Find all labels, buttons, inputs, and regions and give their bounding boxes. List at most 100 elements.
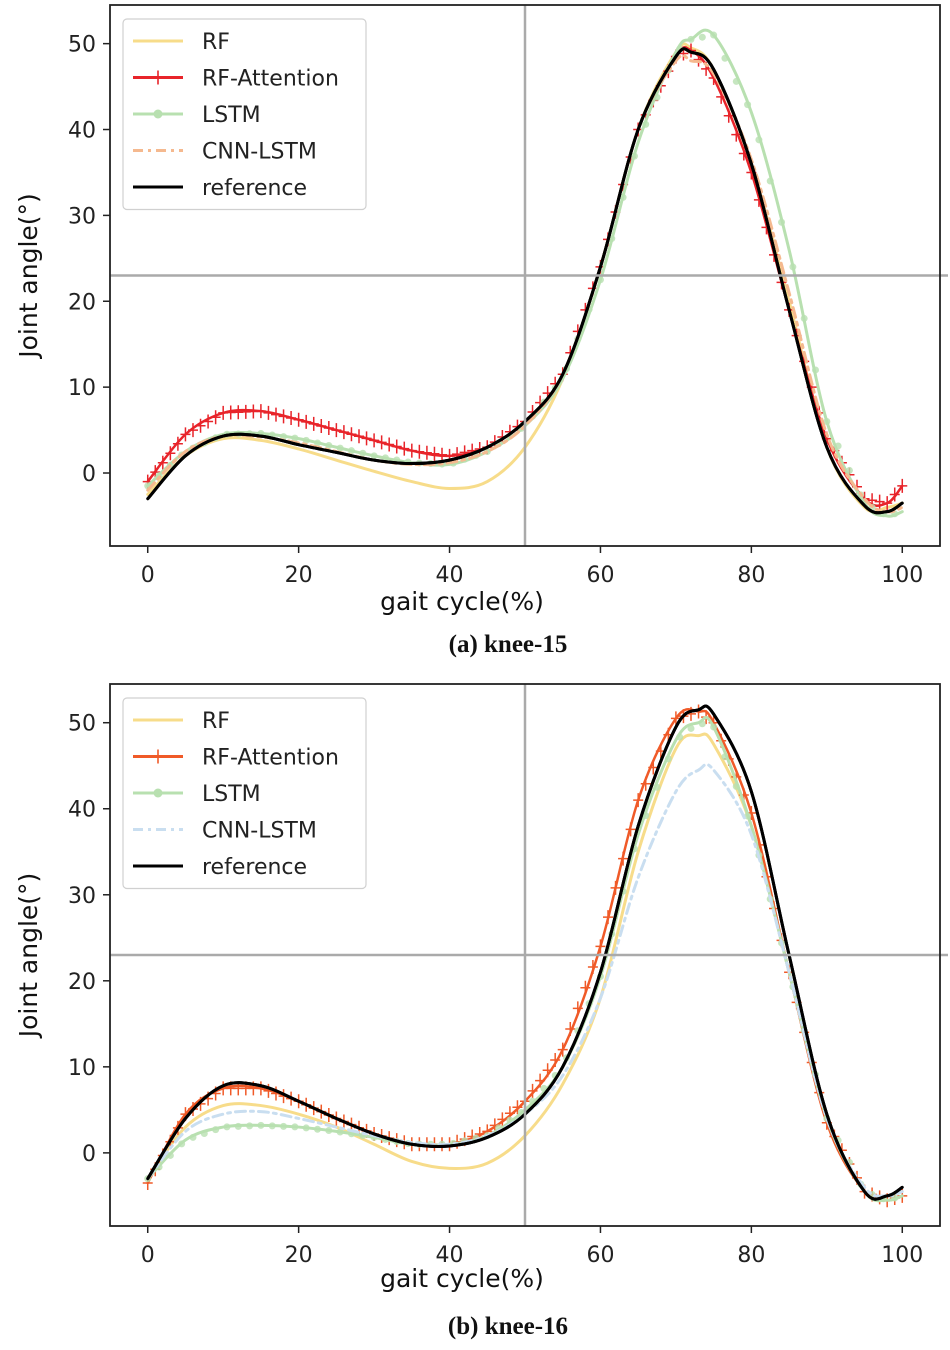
x-tick-label: 0 [141, 563, 155, 588]
marker-lstm [291, 434, 299, 442]
x-tick-label: 40 [436, 563, 464, 588]
legend-label-rf: RF [202, 709, 230, 734]
marker-rf-attention [203, 414, 214, 429]
legend-label-rf-attention: RF-Attention [202, 67, 339, 92]
marker-rf-attention [384, 437, 395, 452]
marker-rf-attention [572, 1001, 583, 1016]
series-line-reference-top [146, 47, 904, 515]
figure-caption: (b) knee-16 [448, 1313, 568, 1340]
marker-lstm [178, 1140, 186, 1148]
y-tick-label: 50 [68, 33, 96, 58]
marker-rf-attention [731, 127, 742, 142]
marker-rf-attention [565, 1021, 576, 1036]
marker-lstm [370, 452, 378, 460]
marker-rf-attention [421, 445, 432, 460]
marker-lstm [732, 77, 740, 85]
marker-lstm [336, 444, 344, 452]
marker-rf-attention [550, 1052, 561, 1067]
figure-caption: (a) knee-15 [449, 631, 568, 658]
marker-lstm [630, 152, 638, 160]
marker-lstm [812, 366, 819, 374]
y-tick-label: 30 [68, 884, 96, 909]
marker-lstm [325, 1127, 333, 1135]
marker-lstm [721, 753, 729, 761]
x-tick-label: 100 [881, 563, 923, 588]
y-tick-label: 20 [68, 290, 96, 315]
marker-rf-attention [301, 414, 312, 429]
x-tick-label: 60 [586, 563, 614, 588]
y-tick-label: 50 [68, 712, 96, 737]
legend-box [122, 697, 367, 890]
marker-rf-attention [580, 980, 591, 995]
x-tick-label: 80 [737, 1243, 765, 1268]
marker-rf-attention [263, 1083, 274, 1098]
x-axis-label: gait cycle(%) [380, 587, 544, 616]
marker-lstm [698, 720, 706, 728]
legend-box [122, 18, 367, 211]
y-axis-label: Joint angle(°) [14, 193, 43, 360]
marker-rf-attention [316, 418, 327, 433]
marker-rf-attention [437, 447, 447, 462]
legend-label-rf-attention: RF-Attention [202, 746, 339, 771]
legend-marker-rf-attention [153, 70, 163, 85]
chart-panel-1: 0 20 40 60 80 100 0 10 20 30 40 50 gait cycle(%) Join… [14, 4, 948, 658]
legend-label-reference: reference [202, 855, 307, 880]
marker-lstm [336, 1128, 344, 1136]
marker-lstm [721, 54, 729, 62]
legend: RF RF-Attention LSTM CNN-LSTM reference [122, 18, 367, 211]
x-tick-label: 40 [436, 1243, 464, 1268]
marker-lstm [540, 1084, 548, 1092]
y-tick-label: 30 [68, 204, 96, 229]
marker-rf-attention [361, 431, 372, 446]
marker-lstm [766, 177, 774, 185]
marker-lstm [529, 1097, 537, 1105]
marker-lstm [676, 733, 684, 741]
marker-lstm [845, 466, 853, 474]
marker-rf-attention [429, 446, 440, 461]
x-tick-label: 100 [881, 1243, 923, 1268]
marker-rf-attention [278, 409, 289, 424]
marker-lstm [212, 1126, 220, 1134]
marker-lstm [800, 314, 808, 322]
marker-rf-attention [874, 494, 885, 509]
marker-rf-attention [271, 407, 281, 422]
marker-lstm [314, 439, 321, 447]
marker-rf-attention [882, 496, 893, 511]
x-tick-label: 20 [285, 1243, 313, 1268]
marker-rf-attention [157, 455, 168, 470]
y-tick-label: 40 [68, 798, 96, 823]
marker-rf-attention [467, 443, 478, 458]
marker-rf-attention [263, 405, 274, 420]
marker-lstm [200, 1130, 208, 1138]
marker-rf-attention [603, 910, 613, 925]
marker-lstm [596, 276, 604, 284]
marker-rf-attention [172, 436, 183, 451]
marker-lstm [823, 417, 831, 425]
marker-rf-attention [535, 1073, 546, 1088]
legend-marker-rf-attention [153, 749, 163, 764]
y-tick-label: 40 [68, 119, 96, 144]
x-tick-label: 60 [586, 1243, 614, 1268]
marker-rf-attention [889, 487, 900, 502]
marker-lstm [732, 782, 740, 790]
legend: RF RF-Attention LSTM CNN-LSTM reference [122, 697, 367, 890]
marker-lstm [302, 1124, 310, 1132]
legend-label-reference: reference [202, 176, 307, 201]
marker-rf-attention [255, 404, 266, 419]
y-tick-label: 20 [68, 970, 96, 995]
marker-lstm [189, 1133, 197, 1141]
x-axis-label: gait cycle(%) [380, 1264, 544, 1293]
marker-lstm [642, 812, 650, 820]
marker-rf-attention [414, 444, 425, 459]
marker-rf-attention [670, 711, 681, 726]
legend-label-lstm: LSTM [202, 782, 261, 807]
marker-rf-attention [338, 425, 349, 440]
marker-lstm [642, 120, 650, 128]
y-tick-label: 0 [82, 1142, 96, 1167]
marker-lstm [347, 447, 355, 455]
marker-rf-attention [391, 439, 402, 454]
y-tick-label: 0 [82, 462, 96, 487]
marker-lstm [789, 263, 797, 271]
